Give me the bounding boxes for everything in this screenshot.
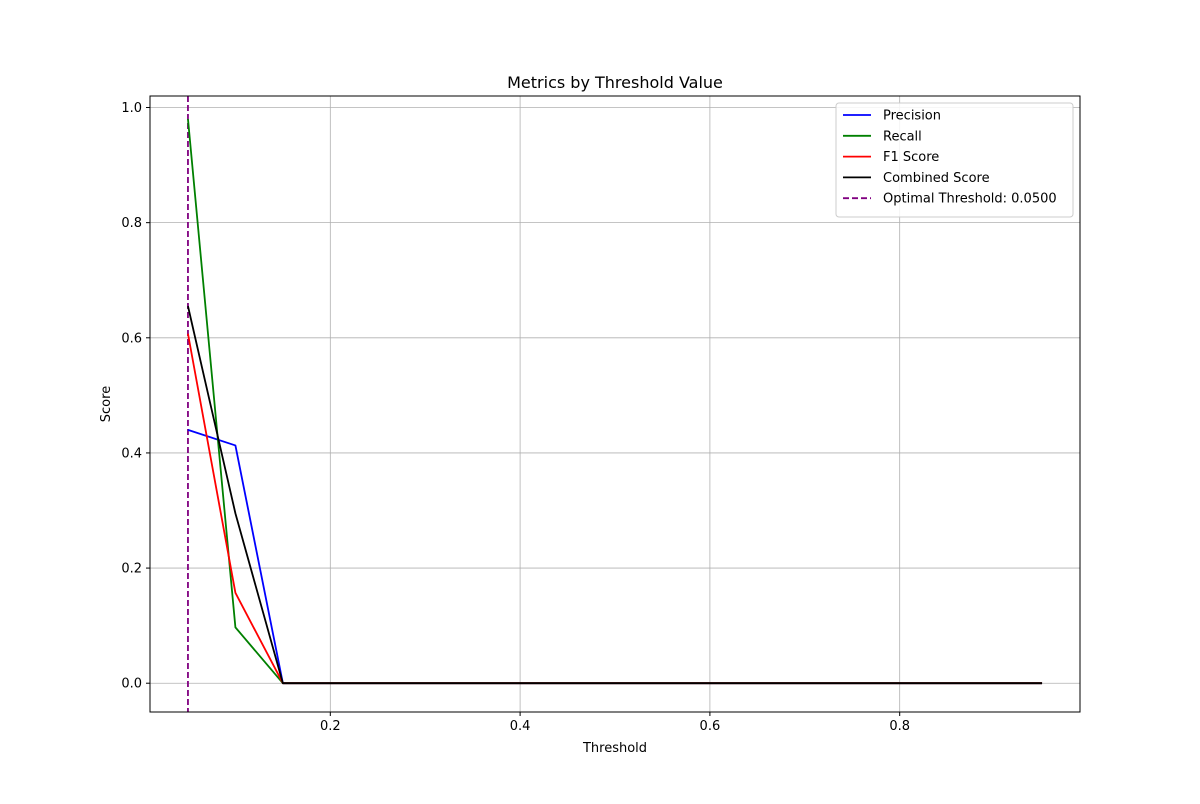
x-tick-label: 0.8	[889, 719, 910, 734]
x-tick-label: 0.4	[510, 719, 531, 734]
y-tick-label: 0.8	[121, 216, 142, 231]
series-layer	[187, 118, 1043, 685]
series-line-combined-score	[187, 305, 1043, 685]
y-tick-label: 0.4	[121, 446, 142, 461]
legend-label: F1 Score	[883, 150, 939, 165]
legend-box	[835, 102, 1074, 218]
plot-frame	[149, 95, 1081, 713]
legend-label: Optimal Threshold: 0.0500	[883, 192, 1057, 207]
legend-label: Combined Score	[883, 171, 990, 186]
legend-label: Recall	[883, 129, 922, 144]
chart-title: Metrics by Threshold Value	[507, 73, 723, 92]
y-axis-label: Score	[99, 386, 114, 422]
y-tick-label: 0.0	[121, 677, 142, 692]
series-line-precision	[187, 429, 1043, 685]
y-tick-label: 0.6	[121, 331, 142, 346]
x-tick-label: 0.2	[320, 719, 341, 734]
series-line-f1-score	[187, 333, 1043, 685]
legend-label: Precision	[883, 109, 941, 124]
y-tick-label: 0.2	[121, 562, 142, 577]
tick-layer: 0.2 0.4 0.6 0.8 0.0 0.2 0.4 0.6 0.8 1.0	[121, 101, 910, 734]
legend: Precision Recall F1 Score Combined Score Opt…	[835, 102, 1074, 218]
x-tick-label: 0.6	[700, 719, 721, 734]
y-tick-label: 1.0	[121, 101, 142, 116]
x-axis-label: Threshold	[582, 741, 647, 756]
